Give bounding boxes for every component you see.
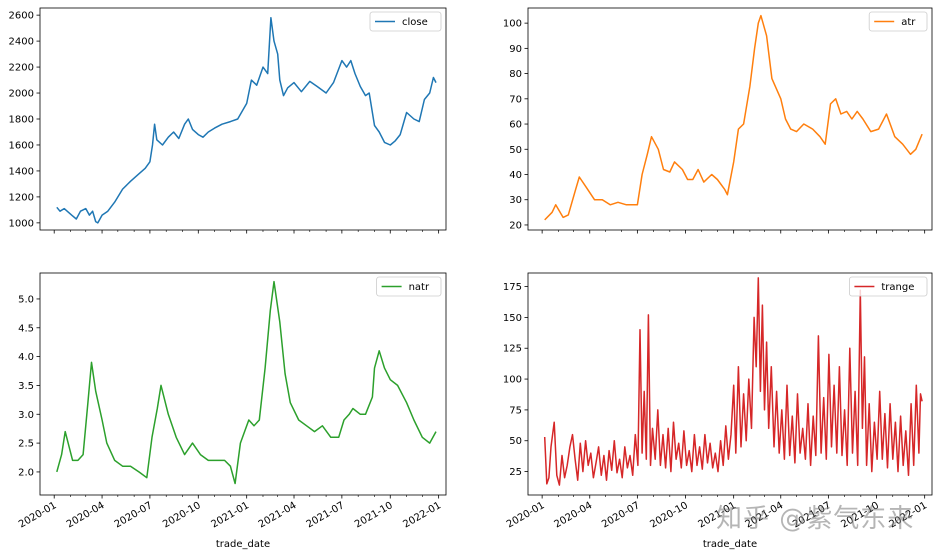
x-axis-label: trade_date bbox=[216, 539, 270, 550]
y-tick-label: 2.5 bbox=[18, 439, 34, 450]
subplot-atr: 20 30 40 50 60 70 80 90 100 atr bbox=[503, 7, 933, 234]
axes-frame bbox=[527, 7, 933, 231]
y-tick-label: 1400 bbox=[9, 166, 34, 177]
series-line-close bbox=[56, 16, 437, 224]
y-tick-label: 3.5 bbox=[18, 381, 34, 392]
y-tick-label: 5.0 bbox=[18, 294, 34, 305]
legend: trange bbox=[849, 276, 928, 297]
y-tick-label: 2600 bbox=[9, 11, 34, 22]
y-tick-label: 4.0 bbox=[18, 352, 34, 363]
x-tick-label: 2021-01 bbox=[209, 500, 251, 530]
x-axis-label: trade_date bbox=[703, 539, 757, 550]
y-tick-label: 4.5 bbox=[18, 323, 34, 334]
legend-label: atr bbox=[901, 17, 916, 28]
watermark: 知乎 @紫气东来 bbox=[716, 504, 915, 534]
series-line-atr bbox=[544, 14, 923, 221]
y-tick-label: 1000 bbox=[9, 218, 34, 229]
y-tick-label: 80 bbox=[509, 69, 522, 80]
y-tick-label: 100 bbox=[503, 375, 522, 386]
y-tick-label: 1200 bbox=[9, 192, 34, 203]
y-tick-label: 1800 bbox=[9, 115, 34, 126]
legend-label: close bbox=[402, 17, 428, 28]
x-tick-label: 2020-01 bbox=[505, 500, 547, 530]
x-tick-label: 2020-04 bbox=[553, 500, 595, 530]
x-tick-label: 2020-10 bbox=[648, 500, 690, 530]
y-tick-label: 25 bbox=[509, 467, 522, 478]
legend: natr bbox=[376, 276, 442, 297]
axes-frame bbox=[527, 272, 933, 496]
legend-box bbox=[376, 276, 442, 297]
y-tick-label: 50 bbox=[509, 145, 522, 156]
y-tick-label: 50 bbox=[509, 436, 522, 447]
y-tick-label: 150 bbox=[503, 313, 522, 324]
y-tick-label: 175 bbox=[503, 282, 522, 293]
legend-label: natr bbox=[409, 282, 430, 293]
legend-box bbox=[849, 276, 928, 297]
legend-box bbox=[868, 11, 928, 32]
series-line-trange bbox=[543, 277, 923, 486]
y-tick-label: 100 bbox=[503, 19, 522, 30]
x-tick-label: 2021-04 bbox=[257, 500, 299, 530]
x-tick-label: 2020-10 bbox=[161, 500, 203, 530]
legend: close bbox=[369, 11, 442, 32]
legend-box bbox=[369, 11, 442, 32]
axes-frame bbox=[39, 272, 447, 496]
y-tick-label: 90 bbox=[509, 44, 522, 55]
y-tick-label: 40 bbox=[509, 170, 522, 181]
x-tick-label: 2021-10 bbox=[353, 500, 395, 530]
x-tick-label: 2021-07 bbox=[305, 500, 347, 530]
y-tick-label: 3.0 bbox=[18, 410, 34, 421]
axes-frame bbox=[39, 7, 447, 231]
x-tick-label: 2022-01 bbox=[401, 500, 443, 530]
legend-label: trange bbox=[881, 282, 914, 293]
subplot-close: 1000 1200 1400 1600 1800 2000 2200 2400 2600 clos… bbox=[9, 7, 447, 234]
y-tick-label: 125 bbox=[503, 344, 522, 355]
y-tick-label: 2.0 bbox=[18, 467, 34, 478]
y-tick-label: 2200 bbox=[9, 63, 34, 74]
legend: atr bbox=[868, 11, 928, 32]
y-tick-label: 70 bbox=[509, 94, 522, 105]
x-tick-label: 2020-07 bbox=[113, 500, 155, 530]
x-tick-label: 2020-07 bbox=[600, 500, 642, 530]
y-tick-label: 2000 bbox=[9, 89, 34, 100]
y-tick-label: 2400 bbox=[9, 37, 34, 48]
y-tick-label: 20 bbox=[509, 220, 522, 231]
y-tick-label: 30 bbox=[509, 195, 522, 206]
y-tick-label: 1600 bbox=[9, 140, 34, 151]
x-tick-label: 2020-01 bbox=[17, 500, 59, 530]
y-tick-label: 60 bbox=[509, 120, 522, 131]
y-tick-label: 75 bbox=[509, 405, 522, 416]
x-tick-label: 2020-04 bbox=[65, 500, 107, 530]
series-line-natr bbox=[56, 280, 437, 485]
